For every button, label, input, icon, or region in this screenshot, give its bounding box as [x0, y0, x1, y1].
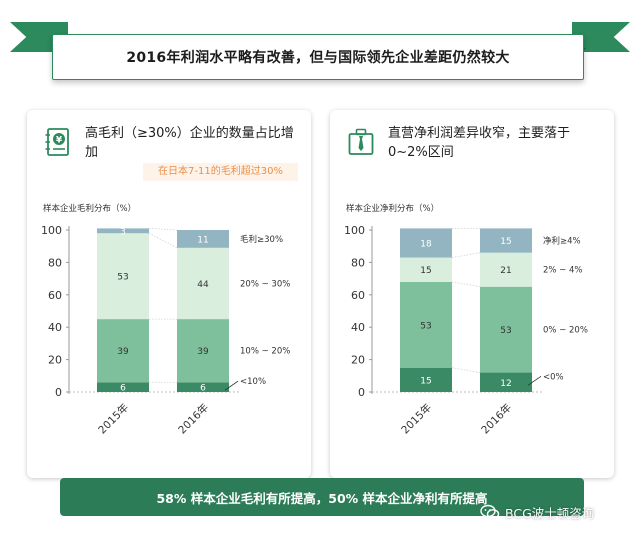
data-label: 6 [200, 384, 206, 394]
data-label: 44 [197, 280, 209, 290]
legend-label: 0% ~ 20% [543, 326, 588, 336]
watermark: BCG波士顿咨询 [480, 502, 594, 522]
bar-segment [480, 228, 532, 253]
gross-margin-chart: 0 20 40 60 80 100 6 39 53 3 2015年 6 39 44 11 2016年 <10% 1… [41, 224, 290, 437]
connector-line [451, 367, 481, 373]
gross-margin-panel: ¥ 高毛利（≥30%）企业的数量占比增加 在日本7-11的毛利超过30% 样本企… [27, 110, 311, 478]
y-tick-label: 60 [48, 289, 62, 302]
yen-ledger-icon: ¥ [45, 128, 69, 156]
legend-label: 10% ~ 20% [240, 347, 290, 357]
data-label: 3 [120, 227, 126, 237]
data-label: 15 [420, 376, 431, 386]
panel-heading: 直营净利润差异收窄，主要落于0~2%区间 [388, 126, 571, 160]
y-axis-title: 样本企业毛利分布（%） [43, 204, 137, 214]
data-label: 6 [120, 384, 126, 394]
svg-text:¥: ¥ [56, 136, 63, 146]
data-label: 21 [500, 266, 511, 276]
y-tick-label: 100 [41, 224, 62, 237]
y-tick-label: 100 [344, 224, 365, 237]
legend-label: 毛利≥30% [240, 234, 283, 245]
net-margin-panel: 直营净利润差异收窄，主要落于0~2%区间 样本企业净利分布（%） 0 20 40 60… [330, 110, 614, 478]
data-label: 15 [500, 237, 511, 247]
bar-segment [97, 382, 149, 392]
data-label: 11 [197, 235, 208, 245]
connector-line [451, 281, 481, 288]
y-tick-label: 20 [48, 354, 62, 367]
y-tick-label: 20 [351, 354, 365, 367]
bar-segment [400, 257, 452, 282]
y-tick-label: 80 [48, 256, 62, 269]
highlight-note: 在日本7-11的毛利超过30% [143, 163, 298, 181]
y-tick-label: 80 [351, 256, 365, 269]
legend-label: 净利≥4% [543, 236, 581, 247]
summary-bar: 58% 样本企业毛利有所提高，50% 样本企业净利有所提高 [60, 478, 584, 516]
bar-segment [400, 228, 452, 258]
x-tick-label: 2015年 [96, 401, 132, 437]
watermark-text: BCG波士顿咨询 [505, 505, 595, 521]
bar-segment [97, 233, 149, 320]
panel-heading: 高毛利（≥30%）企业的数量占比增加 [85, 126, 294, 160]
data-label: 12 [500, 379, 511, 389]
bar-segment [177, 319, 229, 383]
briefcase-tie-icon [348, 128, 374, 155]
x-tick-label: 2016年 [479, 401, 515, 437]
bar-segment [177, 382, 229, 392]
data-label: 39 [117, 347, 129, 357]
leader-line [527, 375, 542, 386]
bar-segment [480, 286, 532, 373]
data-label: 53 [500, 326, 511, 336]
y-tick-label: 0 [55, 386, 62, 399]
bar-segment [480, 252, 532, 287]
connector-line [148, 227, 178, 231]
connector-line [148, 232, 178, 249]
x-tick-label: 2015年 [399, 401, 435, 437]
data-label: 15 [420, 266, 431, 276]
bar-segment [480, 372, 532, 392]
y-tick-label: 0 [358, 386, 365, 399]
bar-segment [97, 228, 149, 234]
leader-line [224, 380, 239, 391]
net-margin-chart: 0 20 40 60 80 100 15 53 15 18 2015年 12 53 21 15 2016年 <0… [344, 224, 588, 437]
y-axis-title: 样本企业净利分布（%） [346, 204, 440, 214]
y-tick-label: 40 [48, 321, 62, 334]
y-tick-label: 60 [351, 289, 365, 302]
data-label: 53 [117, 273, 128, 283]
data-label: 18 [420, 239, 432, 249]
legend-label: <10% [240, 377, 266, 387]
bar-segment [97, 319, 149, 383]
legend-label: 20% ~ 30% [240, 279, 290, 289]
bar-segment [177, 247, 229, 320]
connector-line [451, 252, 481, 258]
bar-segment [400, 281, 452, 368]
data-label: 53 [420, 321, 431, 331]
legend-label: <0% [543, 372, 564, 382]
bar-segment [177, 230, 229, 248]
y-tick-label: 40 [351, 321, 365, 334]
bar-segment [400, 367, 452, 392]
data-label: 39 [197, 347, 209, 357]
wechat-icon [480, 504, 500, 519]
legend-label: 2% ~ 4% [543, 266, 583, 276]
x-tick-label: 2016年 [176, 401, 212, 437]
page-title: 2016年利润水平略有改善，但与国际领先企业差距仍然较大 [52, 34, 584, 80]
